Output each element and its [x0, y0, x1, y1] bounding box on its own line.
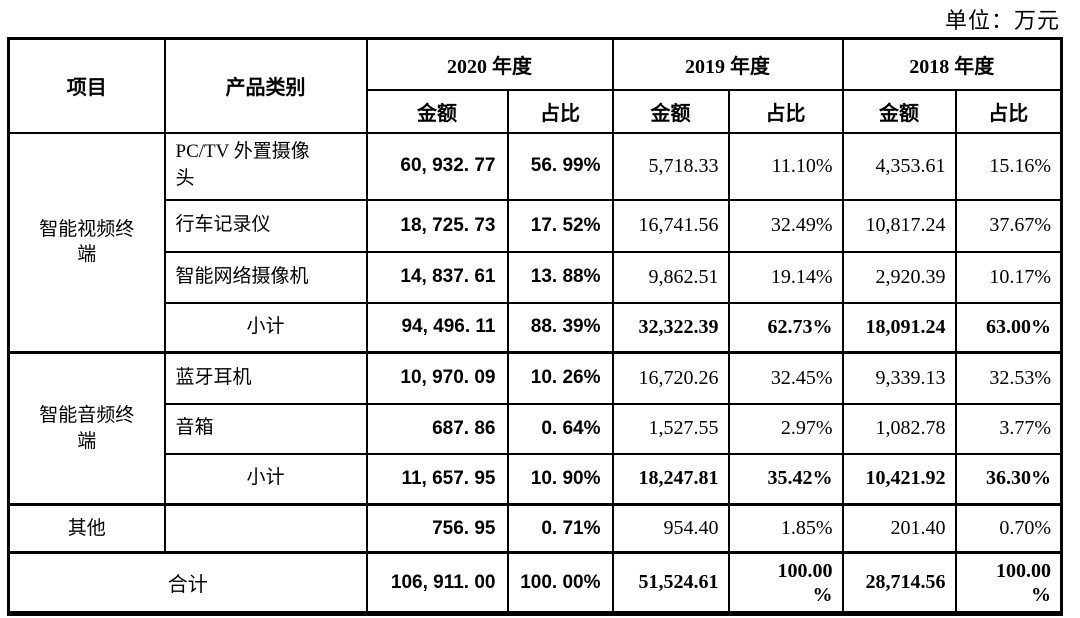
row-bt-earphones: 智能音频终 端 蓝牙耳机 10, 970. 09 10. 26% 16,720.…: [7, 351, 1063, 506]
item-label-other: 其他: [7, 503, 166, 554]
row-other: 其他 756. 95 0. 71% 954.40 1.85% 201.40 0.…: [7, 503, 1063, 554]
header-ratio-2019: 占比: [727, 88, 844, 134]
header-row-measures: 金额 占比 金额 占比 金额 占比: [9, 88, 1063, 134]
category-cell: 蓝牙耳机: [163, 351, 368, 405]
amount-2019-cell: 16,741.56: [611, 198, 730, 253]
ratio-2019-cell: 62.73%: [727, 301, 844, 354]
header-ratio-2020: 占比: [506, 88, 614, 134]
ratio-2019-cell: 100.00 %: [727, 551, 844, 615]
ratio-2019-cell: 1.85%: [727, 503, 844, 554]
header-amount-2019: 金额: [611, 88, 730, 134]
ratio-2019-cell: 2.97%: [727, 402, 844, 455]
amount-2020-cell: 18, 725. 73: [365, 198, 509, 253]
amount-2018-cell: 9,339.13: [841, 351, 957, 405]
header-year-2018: 2018 年度: [841, 37, 1063, 91]
amount-2020-cell: 11, 657. 95: [365, 452, 509, 506]
ratio-2018-cell: 3.77%: [954, 402, 1063, 455]
ratio-2018-cell: 10.17%: [954, 250, 1063, 304]
ratio-2020-cell: 10. 26%: [506, 351, 614, 405]
amount-2020-cell: 60, 932. 77: [365, 131, 509, 201]
row-dashcam: 行车记录仪 18, 725. 73 17. 52% 16,741.56 32.4…: [9, 198, 1063, 253]
header-amount-2018: 金额: [841, 88, 957, 134]
amount-2019-cell: 51,524.61: [611, 551, 730, 615]
ratio-2020-cell: 0. 64%: [506, 402, 614, 455]
total-label: 合计: [7, 551, 368, 615]
header-ratio-2018: 占比: [954, 88, 1063, 134]
unit-label: 单位：万元: [944, 8, 1060, 33]
ratio-2020-cell: 88. 39%: [506, 301, 614, 354]
category-cell: 行车记录仪: [163, 198, 368, 253]
row-video-subtotal: 小计 94, 496. 11 88. 39% 32,322.39 62.73% …: [9, 301, 1063, 354]
ratio-2020-cell: 17. 52%: [506, 198, 614, 253]
category-cell: PC/TV 外置摄像 头: [163, 131, 368, 201]
amount-2018-cell: 10,817.24: [841, 198, 957, 253]
category-cell: 音箱: [163, 402, 368, 455]
amount-2019-cell: 16,720.26: [611, 351, 730, 405]
amount-2019-cell: 1,527.55: [611, 402, 730, 455]
amount-2019-cell: 32,322.39: [611, 301, 730, 354]
ratio-2018-cell: 37.67%: [954, 198, 1063, 253]
amount-2020-cell: 106, 911. 00: [365, 551, 509, 615]
ratio-2018-cell: 0.70%: [954, 503, 1063, 554]
ratio-2018-cell: 63.00%: [954, 301, 1063, 354]
amount-2018-cell: 1,082.78: [841, 402, 957, 455]
ratio-2018-cell: 36.30%: [954, 452, 1063, 506]
ratio-2018-cell: 32.53%: [954, 351, 1063, 405]
amount-2018-cell: 201.40: [841, 503, 957, 554]
amount-2019-cell: 9,862.51: [611, 250, 730, 304]
subtotal-label: 小计: [163, 301, 368, 354]
revenue-by-product-table: 项目 产品类别 2020 年度 2019 年度 2018 年度 金额 占比 金额…: [7, 37, 1063, 616]
ratio-2020-cell: 10. 90%: [506, 452, 614, 506]
ratio-2020-cell: 13. 88%: [506, 250, 614, 304]
ratio-2020-cell: 0. 71%: [506, 503, 614, 554]
amount-2020-cell: 756. 95: [365, 503, 509, 554]
amount-2020-cell: 94, 496. 11: [365, 301, 509, 354]
amount-2020-cell: 687. 86: [365, 402, 509, 455]
amount-2019-cell: 5,718.33: [611, 131, 730, 201]
amount-2018-cell: 28,714.56: [841, 551, 957, 615]
category-cell-empty: [163, 503, 368, 554]
header-row-years: 项目 产品类别 2020 年度 2019 年度 2018 年度: [7, 37, 1063, 134]
amount-2019-cell: 954.40: [611, 503, 730, 554]
header-amount-2020: 金额: [365, 88, 509, 134]
header-year-2020: 2020 年度: [365, 37, 614, 91]
header-category: 产品类别: [163, 37, 368, 134]
ratio-2019-cell: 32.45%: [727, 351, 844, 405]
amount-2018-cell: 18,091.24: [841, 301, 957, 354]
category-cell: 智能网络摄像机: [163, 250, 368, 304]
amount-2018-cell: 4,353.61: [841, 131, 957, 201]
subtotal-label: 小计: [163, 452, 368, 506]
header-item: 项目: [7, 37, 166, 134]
row-grand-total: 合计 106, 911. 00 100. 00% 51,524.61 100.0…: [7, 551, 1063, 615]
ratio-2018-cell: 15.16%: [954, 131, 1063, 201]
row-pctv-camera: 智能视频终 端 PC/TV 外置摄像 头 60, 932. 77 56. 99%…: [7, 131, 1063, 354]
header-year-2019: 2019 年度: [611, 37, 844, 91]
group-label-smart-audio: 智能音频终 端: [7, 351, 166, 506]
amount-2018-cell: 2,920.39: [841, 250, 957, 304]
ratio-2019-cell: 32.49%: [727, 198, 844, 253]
ratio-2020-cell: 100. 00%: [506, 551, 614, 615]
row-ip-camera: 智能网络摄像机 14, 837. 61 13. 88% 9,862.51 19.…: [9, 250, 1063, 304]
amount-2018-cell: 10,421.92: [841, 452, 957, 506]
group-label-smart-video: 智能视频终 端: [7, 131, 166, 354]
ratio-2020-cell: 56. 99%: [506, 131, 614, 201]
ratio-2019-cell: 35.42%: [727, 452, 844, 506]
amount-2020-cell: 10, 970. 09: [365, 351, 509, 405]
amount-2019-cell: 18,247.81: [611, 452, 730, 506]
ratio-2018-cell: 100.00 %: [954, 551, 1063, 615]
row-audio-subtotal: 小计 11, 657. 95 10. 90% 18,247.81 35.42% …: [9, 452, 1063, 506]
row-speaker: 音箱 687. 86 0. 64% 1,527.55 2.97% 1,082.7…: [9, 402, 1063, 455]
ratio-2019-cell: 11.10%: [727, 131, 844, 201]
ratio-2019-cell: 19.14%: [727, 250, 844, 304]
amount-2020-cell: 14, 837. 61: [365, 250, 509, 304]
